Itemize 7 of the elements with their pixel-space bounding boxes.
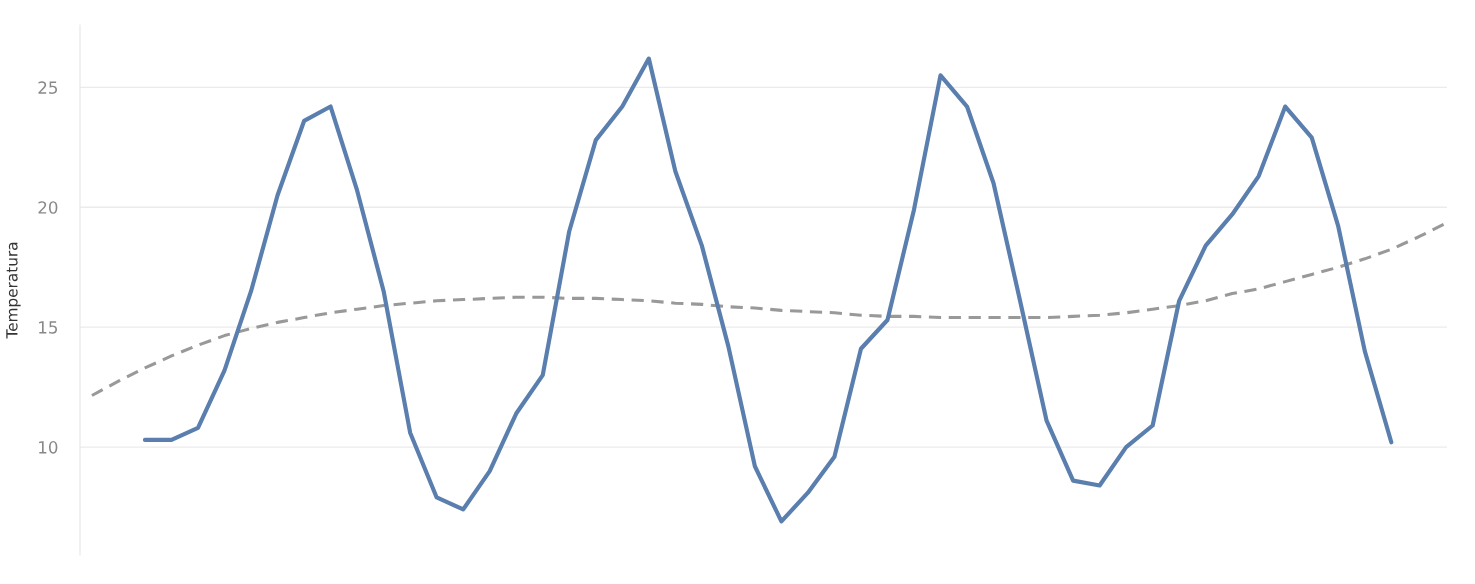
y-tick-label: 25 [38, 81, 58, 94]
y-axis-title: Temperatura [6, 242, 21, 339]
y-tick-label: 15 [39, 321, 58, 334]
line-series [90, 222, 1446, 398]
line-series [142, 56, 1394, 524]
y-tick-label: 10 [39, 441, 58, 454]
y-tick-label: 20 [38, 201, 58, 214]
